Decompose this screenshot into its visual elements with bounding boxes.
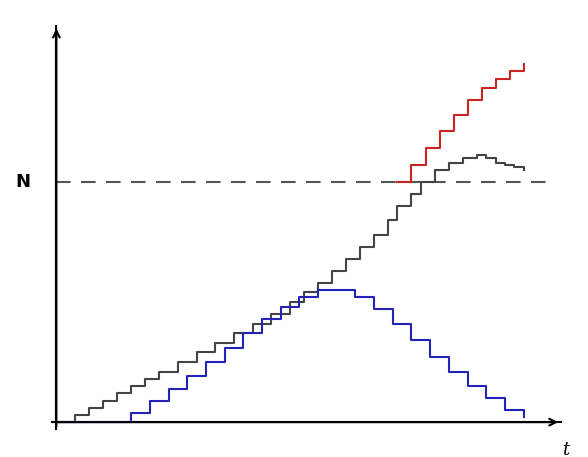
Text: t: t — [562, 441, 569, 457]
Text: N: N — [16, 173, 31, 191]
